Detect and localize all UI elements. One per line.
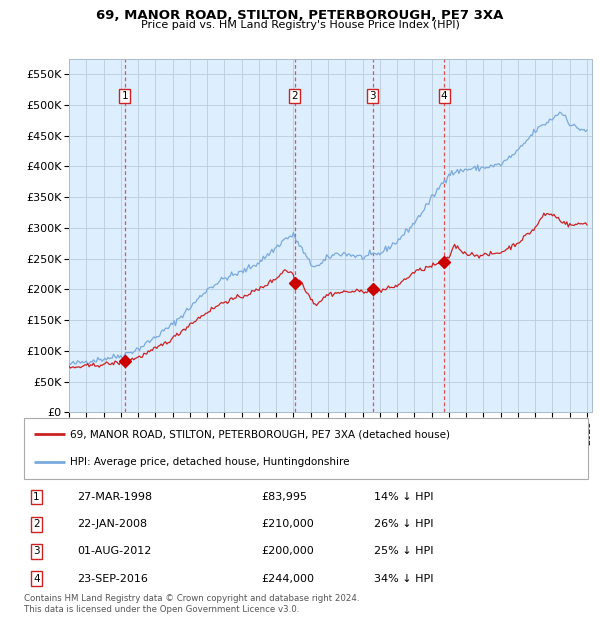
Text: 26% ↓ HPI: 26% ↓ HPI <box>374 520 433 529</box>
Text: 14% ↓ HPI: 14% ↓ HPI <box>374 492 433 502</box>
Text: 01-AUG-2012: 01-AUG-2012 <box>77 546 152 556</box>
Text: £244,000: £244,000 <box>261 574 314 583</box>
Text: £83,995: £83,995 <box>261 492 307 502</box>
Text: 27-MAR-1998: 27-MAR-1998 <box>77 492 153 502</box>
Text: 1: 1 <box>33 492 40 502</box>
Text: 22-JAN-2008: 22-JAN-2008 <box>77 520 148 529</box>
Text: 2: 2 <box>33 520 40 529</box>
Text: 1: 1 <box>121 91 128 101</box>
Text: 69, MANOR ROAD, STILTON, PETERBOROUGH, PE7 3XA (detached house): 69, MANOR ROAD, STILTON, PETERBOROUGH, P… <box>70 429 450 440</box>
Text: 25% ↓ HPI: 25% ↓ HPI <box>374 546 433 556</box>
Text: 3: 3 <box>33 546 40 556</box>
Text: 4: 4 <box>33 574 40 583</box>
Text: Price paid vs. HM Land Registry's House Price Index (HPI): Price paid vs. HM Land Registry's House … <box>140 20 460 30</box>
Text: 3: 3 <box>369 91 376 101</box>
Text: 23-SEP-2016: 23-SEP-2016 <box>77 574 148 583</box>
Text: Contains HM Land Registry data © Crown copyright and database right 2024.: Contains HM Land Registry data © Crown c… <box>24 594 359 603</box>
Text: HPI: Average price, detached house, Huntingdonshire: HPI: Average price, detached house, Hunt… <box>70 457 350 467</box>
Text: 4: 4 <box>441 91 448 101</box>
Text: This data is licensed under the Open Government Licence v3.0.: This data is licensed under the Open Gov… <box>24 604 299 614</box>
Text: 69, MANOR ROAD, STILTON, PETERBOROUGH, PE7 3XA: 69, MANOR ROAD, STILTON, PETERBOROUGH, P… <box>97 9 503 22</box>
Text: 2: 2 <box>291 91 298 101</box>
Text: 34% ↓ HPI: 34% ↓ HPI <box>374 574 433 583</box>
Text: £210,000: £210,000 <box>261 520 314 529</box>
FancyBboxPatch shape <box>24 418 588 479</box>
Text: £200,000: £200,000 <box>261 546 314 556</box>
